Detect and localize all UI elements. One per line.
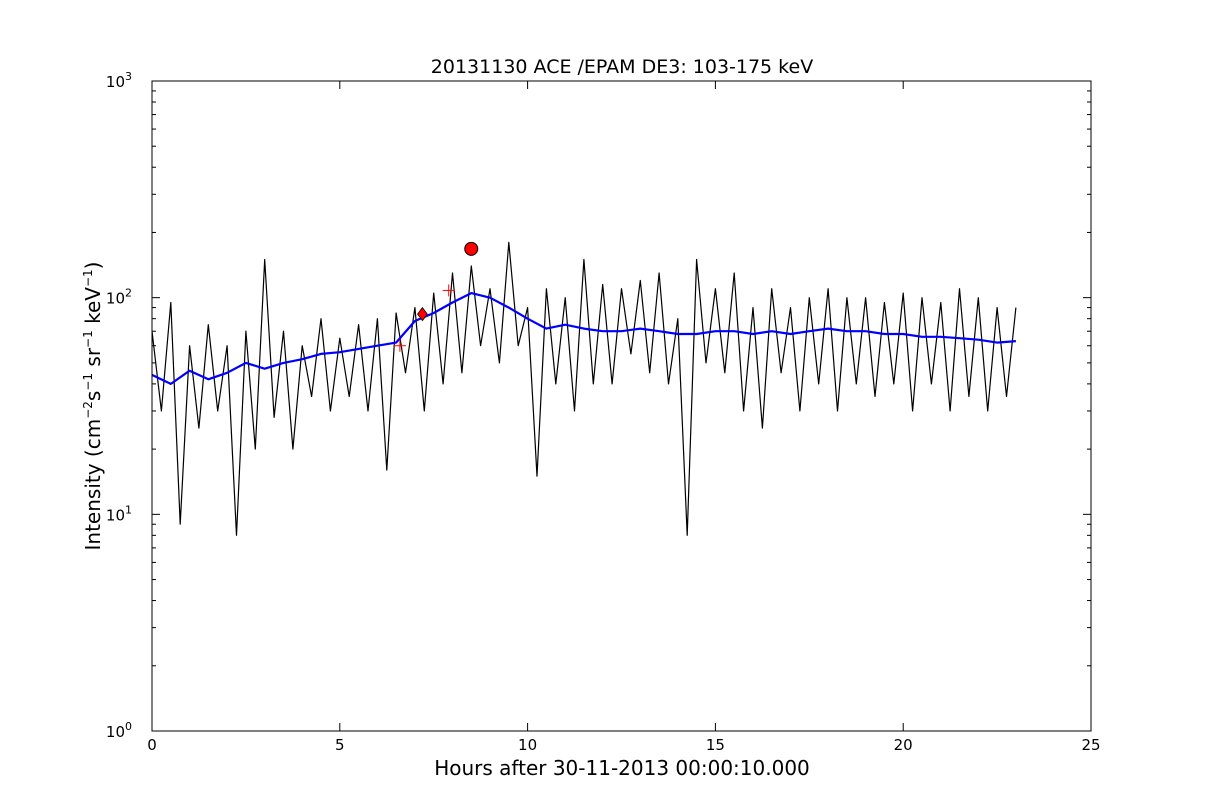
ylabel-exp3: −1 xyxy=(81,330,95,348)
x-tick-label: 0 xyxy=(147,736,157,754)
y-tick-label: 103 xyxy=(106,70,132,91)
series-layer xyxy=(152,241,1017,536)
ylabel-exp1: −2 xyxy=(81,401,95,419)
x-tick-label: 5 xyxy=(335,736,345,754)
circle-marker xyxy=(464,241,479,256)
y-tick-label: 102 xyxy=(106,287,132,308)
marker-layer xyxy=(393,241,479,352)
plus-marker xyxy=(393,339,406,352)
ylabel-part3: sr xyxy=(81,347,105,373)
y-tick-label: 100 xyxy=(106,720,132,741)
y-tick-label: 101 xyxy=(106,503,132,524)
plot-frame xyxy=(151,80,1092,732)
x-tick-label: 15 xyxy=(706,736,725,754)
x-axis-label: Hours after 30-11-2013 00:00:10.000 xyxy=(434,756,810,780)
x-tick-label: 25 xyxy=(1081,736,1100,754)
plus-marker xyxy=(442,284,455,297)
tick-layer: 0 5 10 15 20 25 100 101 102 103 xyxy=(106,70,1101,754)
x-tick-label: 10 xyxy=(518,736,537,754)
ylabel-part4: keV xyxy=(81,287,105,331)
ylabel-part2: s xyxy=(81,390,105,402)
ylabel-exp2: −1 xyxy=(81,372,95,391)
diamond-marker xyxy=(417,306,428,322)
ylabel-exp4: −1 xyxy=(81,269,95,288)
ylabel-suffix: ) xyxy=(81,261,105,270)
series-line-1 xyxy=(152,241,1017,536)
chart-title: 20131130 ACE /EPAM DE3: 103-175 keV xyxy=(430,56,814,78)
x-tick-label: 20 xyxy=(894,736,913,754)
series-line-2 xyxy=(152,292,1016,385)
ylabel-prefix: Intensity (cm xyxy=(81,418,105,551)
